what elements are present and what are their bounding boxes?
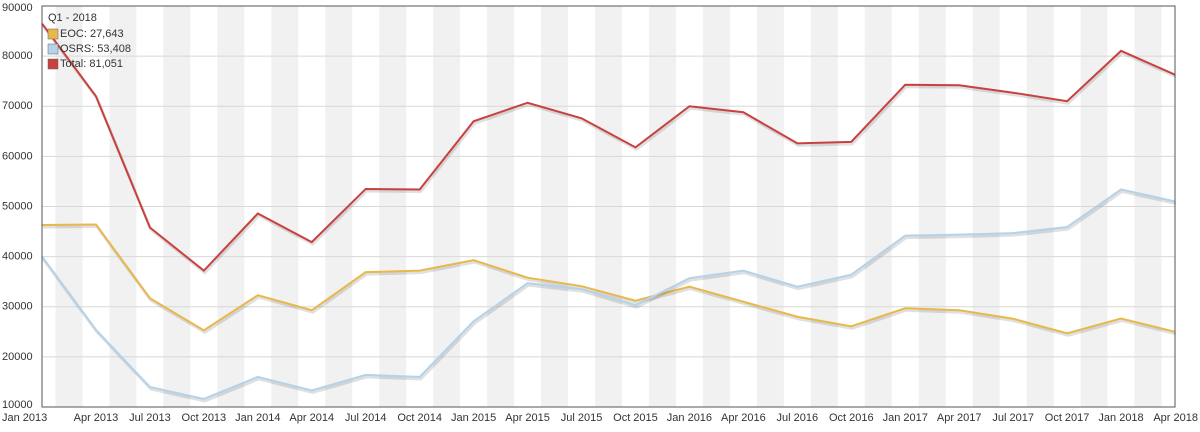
- legend-swatch: [47, 43, 59, 55]
- x-tick-label: Apr 2016: [721, 412, 766, 424]
- x-tick-label: Apr 2015: [505, 412, 550, 424]
- series-line: [41, 22, 1176, 273]
- x-tick-label: Apr 2013: [74, 412, 119, 424]
- x-tick-label: Jul 2016: [777, 412, 819, 424]
- series-line: [41, 188, 1176, 401]
- legend: Q1 - 2018 EOC: 27,643 OSRS: 53,408 Total: …: [47, 12, 131, 70]
- series-line: [41, 223, 1176, 335]
- lines: [41, 22, 1177, 403]
- x-tick-label: Jan 2013: [2, 412, 47, 424]
- legend-label: Total: 81,051: [60, 58, 123, 70]
- x-tick-label: Jan 2016: [667, 412, 712, 424]
- x-tick-label: Oct 2014: [397, 412, 442, 424]
- x-tick-label: Jan 2017: [883, 412, 928, 424]
- x-tick-label: Apr 2017: [937, 412, 982, 424]
- x-tick-label: Jan 2015: [451, 412, 496, 424]
- x-tick-label: Apr 2018: [1153, 412, 1198, 424]
- plot-border: [41, 5, 1176, 408]
- y-tick-label: 50000: [2, 200, 33, 212]
- x-tick-label: Oct 2013: [182, 412, 227, 424]
- x-tick-label: Oct 2016: [829, 412, 874, 424]
- x-tick-label: Jan 2018: [1098, 412, 1143, 424]
- x-tick-label: Jan 2014: [235, 412, 280, 424]
- legend-swatch: [47, 28, 59, 40]
- y-tick-label: 10000: [2, 399, 33, 411]
- legend-title: Q1 - 2018: [48, 12, 97, 24]
- y-tick-label: 30000: [2, 301, 33, 313]
- legend-label: OSRS: 53,408: [60, 43, 131, 55]
- y-tick-label: 70000: [2, 100, 33, 112]
- y-tick-label: 80000: [2, 50, 33, 62]
- series-shadow: [42, 225, 1177, 337]
- y-tick-label: 20000: [2, 351, 33, 363]
- y-tick-label: 40000: [2, 251, 33, 263]
- x-tick-label: Oct 2017: [1045, 412, 1090, 424]
- x-tick-label: Jul 2017: [992, 412, 1034, 424]
- x-tick-label: Oct 2015: [613, 412, 658, 424]
- legend-label: EOC: 27,643: [60, 28, 124, 40]
- x-tick-label: Jul 2014: [345, 412, 387, 424]
- x-tick-label: Jul 2013: [129, 412, 171, 424]
- series-shadow: [41, 24, 1177, 275]
- legend-swatch: [47, 58, 59, 70]
- y-tick-label: 60000: [2, 150, 33, 162]
- x-tick-label: Jul 2015: [561, 412, 603, 424]
- x-tick-label: Apr 2014: [289, 412, 334, 424]
- y-tick-label: 90000: [2, 2, 33, 14]
- series-shadow: [41, 189, 1177, 403]
